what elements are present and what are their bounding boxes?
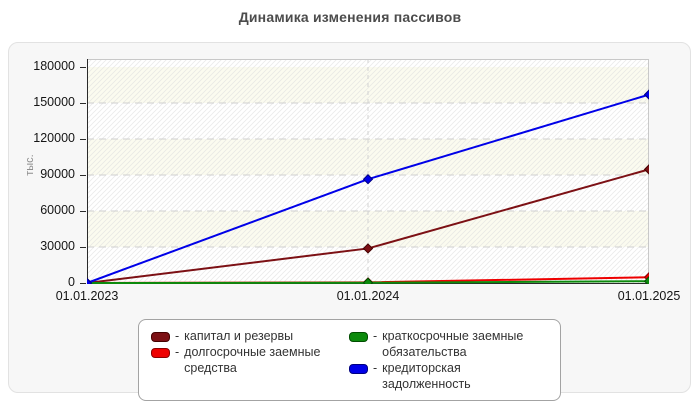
x-tick-label: 01.01.2023 — [55, 289, 119, 303]
y-axis-tick — [80, 175, 86, 176]
legend-dash: - — [175, 329, 180, 343]
legend-label: краткосрочные заемные обязательства — [382, 329, 524, 359]
legend-dash: - — [175, 345, 180, 359]
legend-item: - кредиторская задолженность — [349, 360, 548, 392]
chart-title: Динамика изменения пассивов — [238, 9, 462, 25]
y-axis-tick — [80, 103, 86, 104]
y-tick-label: 180000 — [33, 59, 75, 73]
data-point-marker — [362, 173, 374, 185]
y-axis-tick — [80, 247, 86, 248]
legend-swatch — [349, 364, 368, 374]
data-point-marker — [362, 243, 374, 254]
legend-column: - краткосрочные заемные обязательства - кре… — [349, 328, 548, 392]
data-point-marker — [643, 164, 649, 175]
x-tick-label: 01.01.2024 — [336, 289, 400, 303]
x-tick-label: 01.01.2025 — [617, 289, 681, 303]
legend-dash: - — [373, 361, 378, 375]
y-tick-label: 0 — [68, 275, 75, 289]
y-axis-tick — [80, 211, 86, 212]
legend-item: - долгосрочные заемные средства — [151, 344, 349, 376]
y-axis-tick — [80, 139, 86, 140]
chart-legend: - капитал и резервы - долгосрочные заемные … — [138, 319, 561, 401]
legend-item: - краткосрочные заемные обязательства — [349, 328, 548, 360]
legend-swatch — [349, 332, 368, 342]
line-chart-plot-area — [87, 59, 649, 284]
legend-dash: - — [373, 329, 378, 343]
legend-swatch — [151, 332, 170, 342]
legend-label: кредиторская задолженность — [382, 361, 471, 391]
y-tick-label: 150000 — [33, 95, 75, 109]
y-axis-tick — [80, 67, 86, 68]
y-axis-tick — [80, 283, 86, 284]
legend-swatch — [151, 348, 170, 358]
legend-label: долгосрочные заемные средства — [184, 345, 321, 375]
chart-frame: тыс. - капитал и резервы - долгосрочные зае… — [8, 42, 691, 401]
legend-label: капитал и резервы — [184, 329, 294, 343]
data-point-marker — [643, 275, 649, 284]
data-point-marker — [643, 89, 649, 100]
y-tick-label: 120000 — [33, 131, 75, 145]
data-point-marker — [87, 277, 93, 284]
y-tick-label: 60000 — [40, 203, 75, 217]
legend-column: - капитал и резервы - долгосрочные заемные … — [151, 328, 349, 392]
legend-item: - капитал и резервы — [151, 328, 349, 344]
data-point-marker — [362, 277, 374, 284]
y-tick-label: 90000 — [40, 167, 75, 181]
y-tick-label: 30000 — [40, 239, 75, 253]
